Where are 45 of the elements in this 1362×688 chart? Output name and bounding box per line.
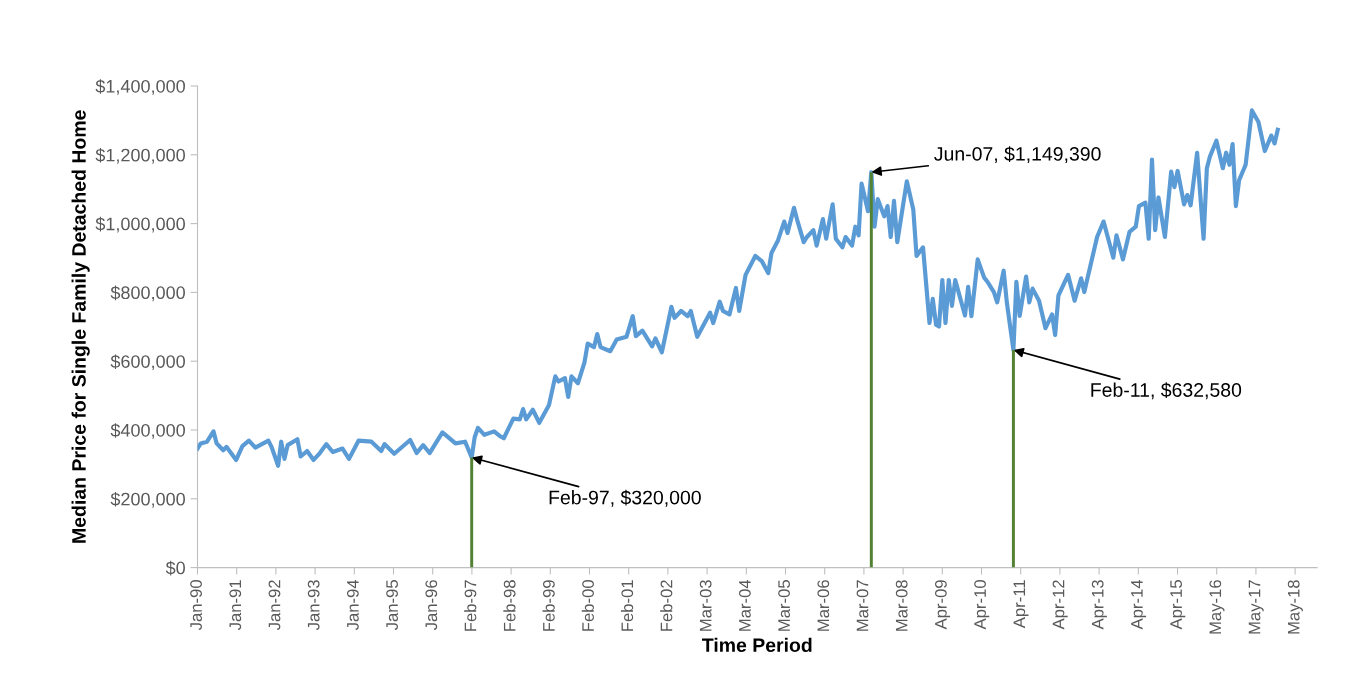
x-tick-label: Mar-05 bbox=[778, 580, 790, 631]
x-tick-label: Mar-06 bbox=[817, 580, 830, 631]
y-tick-label: $1,400,000 bbox=[95, 79, 185, 95]
x-tick-label: Apr-13 bbox=[1091, 580, 1107, 630]
y-tick-label: $200,000 bbox=[110, 491, 185, 508]
x-tick-label: Jan-94 bbox=[346, 579, 359, 631]
x-tick-label: May-16 bbox=[1209, 580, 1225, 634]
x-tick-label: Jan-90 bbox=[190, 580, 202, 631]
line-series bbox=[197, 108, 1280, 468]
x-tick-label: Apr-09 bbox=[934, 580, 951, 630]
annotation: Feb-97, $320,000 bbox=[549, 489, 701, 507]
x-tick-label: Feb-99 bbox=[542, 580, 555, 631]
y-tick-label: $0 bbox=[165, 560, 185, 576]
x-tick-label: Feb-02 bbox=[660, 580, 673, 631]
x-tick-label: Apr-14 bbox=[1131, 579, 1147, 630]
x-tick-label: Feb-00 bbox=[581, 580, 594, 631]
x-axis-title: Time Period bbox=[702, 637, 812, 653]
y-tick-label: $1,000,000 bbox=[95, 216, 185, 233]
x-tick-label: Mar-07 bbox=[856, 580, 869, 631]
bar bbox=[869, 172, 873, 568]
x-tick-label: Mar-03 bbox=[699, 580, 712, 631]
x-tick-label: Apr-11 bbox=[1013, 580, 1029, 629]
x-tick-label: Jan-96 bbox=[425, 580, 438, 631]
x-tick-label: Feb-98 bbox=[503, 580, 516, 631]
x-tick-label: Jan-95 bbox=[386, 580, 398, 631]
x-tick-label: Jan-92 bbox=[268, 580, 281, 631]
x-tick-label: Mar-08 bbox=[895, 580, 908, 631]
y-tick-label: $800,000 bbox=[110, 285, 185, 302]
y-axis-title: Median Price for Single Family Detached Home bbox=[71, 110, 90, 543]
x-tick-label: May-17 bbox=[1248, 580, 1264, 634]
y-tick-label: $400,000 bbox=[110, 423, 185, 439]
x-tick-label: Jan-93 bbox=[307, 580, 320, 631]
x-tick-label: Feb-01 bbox=[620, 580, 634, 631]
annotation: Jun-07, $1,149,390 bbox=[934, 146, 1101, 164]
x-tick-label: Mar-04 bbox=[738, 579, 751, 631]
annotation: Feb-11, $632,580 bbox=[1091, 382, 1242, 400]
x-tick-label: Apr-12 bbox=[1052, 580, 1068, 630]
x-tick-label: Feb-97 bbox=[464, 580, 477, 631]
x-tick-label: May-18 bbox=[1287, 580, 1303, 634]
y-tick-label: $600,000 bbox=[110, 354, 185, 371]
x-tick-label: Jan-91 bbox=[229, 580, 242, 631]
x-tick-label: Apr-10 bbox=[974, 580, 990, 630]
bar bbox=[1011, 349, 1015, 568]
x-tick-label: Apr-15 bbox=[1170, 580, 1186, 630]
y-tick-label: $1,200,000 bbox=[95, 147, 185, 164]
